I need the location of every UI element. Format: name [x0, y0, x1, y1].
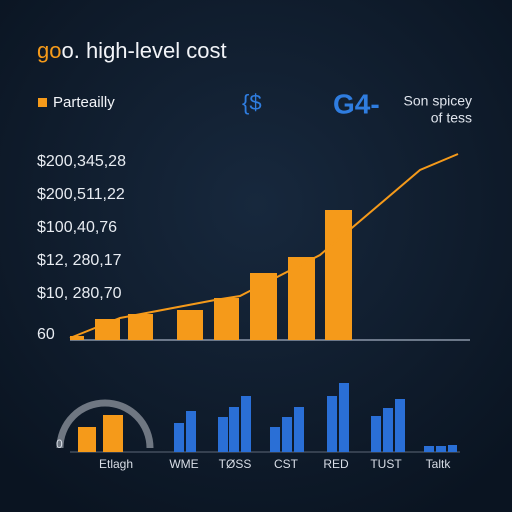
bar [325, 210, 352, 340]
axis-label: $12, 280,17 [37, 252, 122, 269]
category-label: TØSS [219, 457, 252, 471]
mini-bar [395, 399, 405, 452]
axis-label: $10, 280,70 [37, 285, 122, 302]
legend-label: Parteailly [53, 94, 115, 111]
code: G4- [333, 88, 380, 119]
category-label: RED [323, 457, 349, 471]
bar [95, 319, 120, 340]
mini-bar [294, 407, 304, 452]
mini-bar [448, 445, 457, 452]
mini-bar [229, 407, 239, 452]
note: of tess [431, 110, 472, 126]
mini-bar [186, 411, 196, 452]
mini-bar [218, 417, 228, 452]
mini-bar [78, 427, 96, 452]
legend-swatch [38, 98, 47, 107]
bar [177, 310, 203, 340]
mini-bar [327, 396, 337, 452]
bar [70, 336, 84, 340]
bar [214, 298, 239, 340]
mini-bar [103, 415, 123, 452]
mini-bar [436, 446, 446, 452]
category-label: Taltk [426, 457, 452, 471]
category-label: TUST [370, 457, 402, 471]
mini-bar [371, 416, 381, 452]
axis-label: 60 [37, 326, 55, 343]
bar [288, 257, 315, 340]
icon-text: {$ [242, 90, 262, 115]
mini-bar [282, 417, 292, 452]
mini-bar [241, 396, 251, 452]
category-label: CST [274, 457, 299, 471]
mini-bar [383, 408, 393, 452]
title: goo. high-level cost [37, 38, 227, 63]
axis-label: $100,40,76 [37, 219, 117, 236]
gauge [56, 399, 154, 449]
axis-label: $200,345,28 [37, 153, 126, 170]
note: Son spicey [404, 93, 472, 109]
mini-bar [424, 446, 434, 452]
zero-label: 0 [56, 437, 63, 451]
category-label: WME [169, 457, 198, 471]
mini-bar [339, 383, 349, 452]
mini-bar [270, 427, 280, 452]
trend-line [69, 153, 459, 339]
bar [128, 314, 153, 340]
mini-bar [174, 423, 184, 452]
axis-label: $200,511,22 [37, 186, 125, 203]
category-label: Etlagh [99, 457, 133, 471]
